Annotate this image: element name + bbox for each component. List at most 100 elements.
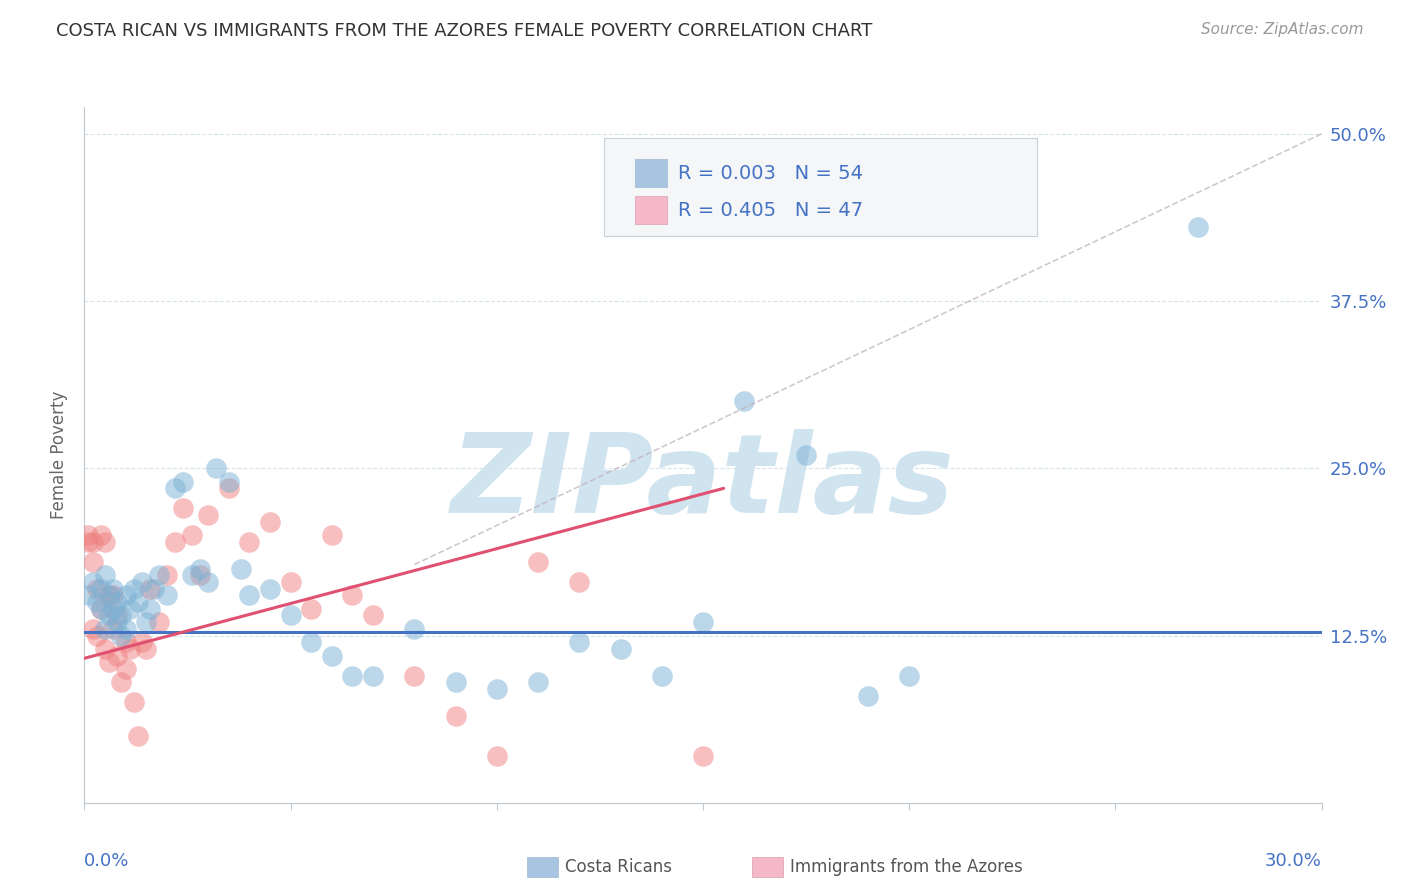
- Point: [165, 482, 187, 496]
- Point: [94, 568, 117, 582]
- Point: [1187, 220, 1209, 235]
- Point: [568, 635, 591, 649]
- Point: [118, 642, 141, 657]
- Text: COSTA RICAN VS IMMIGRANTS FROM THE AZORES FEMALE POVERTY CORRELATION CHART: COSTA RICAN VS IMMIGRANTS FROM THE AZORE…: [56, 22, 873, 40]
- Point: [172, 475, 194, 489]
- Point: [114, 662, 136, 676]
- Point: [692, 615, 714, 630]
- Point: [238, 535, 260, 549]
- Point: [485, 681, 508, 696]
- Point: [404, 669, 426, 683]
- Point: [90, 528, 112, 542]
- FancyBboxPatch shape: [636, 196, 666, 224]
- Point: [114, 589, 136, 603]
- Point: [77, 589, 100, 603]
- Point: [86, 595, 108, 609]
- Text: R = 0.003   N = 54: R = 0.003 N = 54: [678, 163, 863, 183]
- Point: [135, 615, 157, 630]
- Point: [103, 602, 125, 616]
- Point: [103, 622, 125, 636]
- Point: [321, 648, 343, 663]
- Point: [139, 582, 162, 596]
- Point: [444, 708, 467, 723]
- Point: [98, 589, 121, 603]
- Point: [856, 689, 879, 703]
- Point: [86, 628, 108, 642]
- Point: [118, 602, 141, 616]
- Point: [651, 669, 673, 683]
- Point: [280, 608, 302, 623]
- FancyBboxPatch shape: [605, 138, 1038, 235]
- Point: [127, 729, 149, 743]
- Point: [105, 615, 128, 630]
- Text: R = 0.405   N = 47: R = 0.405 N = 47: [678, 201, 863, 219]
- Point: [197, 575, 219, 590]
- Point: [103, 582, 125, 596]
- Point: [131, 635, 153, 649]
- Point: [188, 562, 211, 576]
- Point: [98, 608, 121, 623]
- Point: [127, 595, 149, 609]
- Point: [188, 568, 211, 582]
- Point: [82, 622, 104, 636]
- Point: [110, 608, 132, 623]
- Point: [82, 575, 104, 590]
- Point: [94, 642, 117, 657]
- Text: 30.0%: 30.0%: [1265, 852, 1322, 870]
- Point: [110, 675, 132, 690]
- Point: [86, 582, 108, 596]
- Point: [156, 568, 179, 582]
- Point: [568, 575, 591, 590]
- Point: [165, 535, 187, 549]
- Point: [794, 448, 817, 462]
- Point: [94, 622, 117, 636]
- Point: [299, 602, 322, 616]
- Point: [122, 582, 145, 596]
- Point: [485, 749, 508, 764]
- Point: [110, 628, 132, 642]
- Point: [82, 535, 104, 549]
- Text: ZIPatlas: ZIPatlas: [451, 429, 955, 536]
- Point: [342, 589, 364, 603]
- Point: [361, 669, 384, 683]
- Point: [77, 535, 100, 549]
- Point: [94, 535, 117, 549]
- Point: [218, 475, 240, 489]
- Y-axis label: Female Poverty: Female Poverty: [51, 391, 69, 519]
- Point: [98, 589, 121, 603]
- Point: [82, 555, 104, 569]
- Point: [259, 515, 281, 529]
- Point: [143, 582, 166, 596]
- Point: [205, 461, 228, 475]
- Point: [148, 615, 170, 630]
- Point: [148, 568, 170, 582]
- Point: [404, 622, 426, 636]
- Point: [105, 595, 128, 609]
- Point: [321, 528, 343, 542]
- Point: [280, 575, 302, 590]
- Point: [90, 602, 112, 616]
- Point: [77, 528, 100, 542]
- Point: [103, 589, 125, 603]
- Point: [180, 528, 202, 542]
- Point: [90, 582, 112, 596]
- Point: [218, 482, 240, 496]
- Point: [361, 608, 384, 623]
- Point: [139, 602, 162, 616]
- Point: [259, 582, 281, 596]
- Point: [238, 589, 260, 603]
- Point: [105, 608, 128, 623]
- Point: [122, 696, 145, 710]
- Point: [172, 501, 194, 516]
- Point: [898, 669, 921, 683]
- Text: Costa Ricans: Costa Ricans: [565, 858, 672, 876]
- Point: [90, 602, 112, 616]
- Text: Immigrants from the Azores: Immigrants from the Azores: [790, 858, 1024, 876]
- Point: [527, 555, 550, 569]
- Point: [180, 568, 202, 582]
- Point: [105, 648, 128, 663]
- Text: 0.0%: 0.0%: [84, 852, 129, 870]
- Point: [114, 622, 136, 636]
- Point: [342, 669, 364, 683]
- Point: [692, 749, 714, 764]
